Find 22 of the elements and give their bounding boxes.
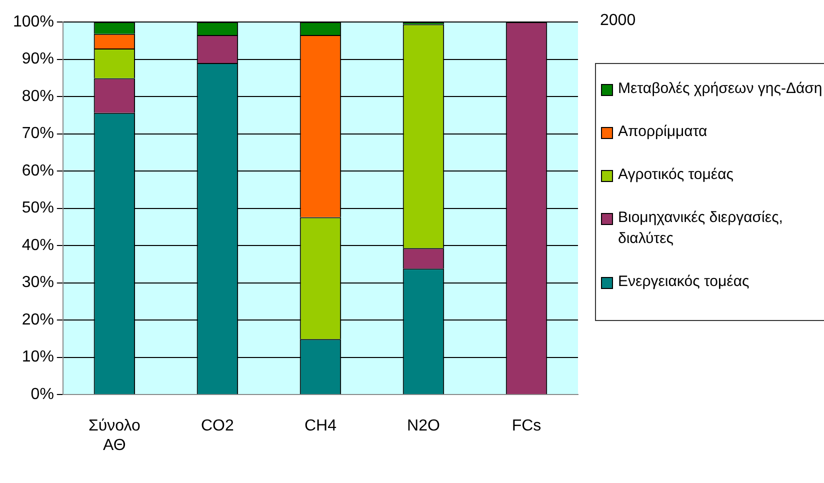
text: 2000 (600, 12, 636, 30)
y-tick-label: 20% (22, 311, 54, 328)
legend-label: Αγροτικός τομέας (618, 165, 734, 185)
legend-label: Μεταβολές χρήσεων γης-Δάση (618, 79, 822, 99)
y-tick-label: 40% (22, 236, 54, 254)
y-tick-label: 80% (22, 88, 54, 105)
legend-label: Ενεργειακός τομέας (618, 272, 750, 292)
x-tick-label: N2O (407, 418, 440, 435)
x-tick-label: CO2 (200, 418, 234, 435)
y-tick-label: 50% (22, 200, 54, 217)
x-tick-label: CH4 (304, 418, 337, 435)
x-tick-label: Σύνολο ΑΘ (88, 418, 140, 454)
y-tick-label: 70% (22, 125, 54, 142)
y-tick-label: 10% (22, 348, 54, 366)
y-tick-label: 100% (13, 13, 54, 30)
legend-label: Απορρίμματα (618, 122, 708, 142)
y-tick-label: 0% (30, 386, 54, 404)
x-tick-label: FCs (512, 418, 542, 435)
legend-label: Βιομηχανικές διεργασίες, διαλύτες (618, 208, 784, 249)
y-tick-label: 60% (22, 162, 54, 180)
y-tick-label: 90% (22, 50, 54, 68)
y-tick-label: 30% (22, 274, 54, 292)
